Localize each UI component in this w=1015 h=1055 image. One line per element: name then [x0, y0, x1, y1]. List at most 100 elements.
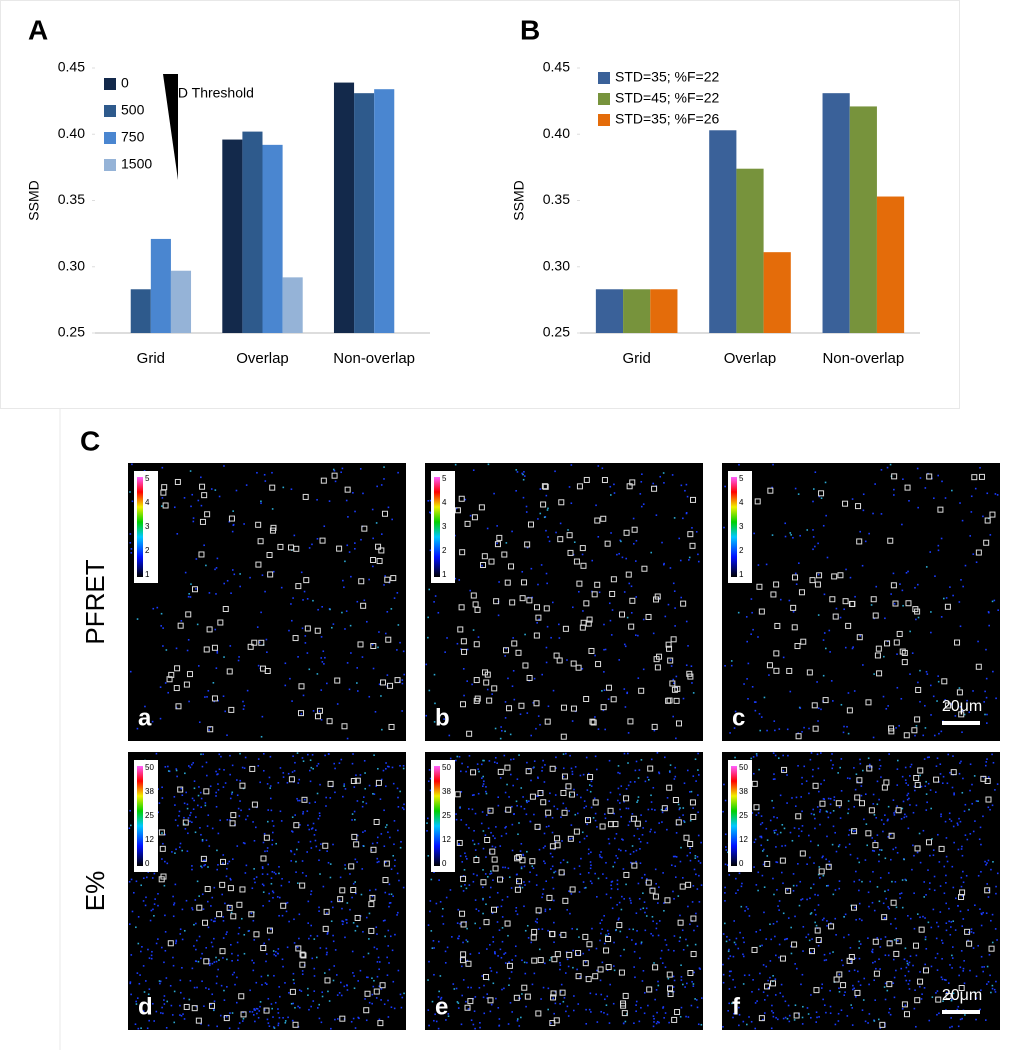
roi-box [465, 960, 472, 967]
image-speck [571, 720, 574, 722]
image-speck [313, 834, 316, 836]
image-speck [941, 480, 943, 483]
roi-box [368, 901, 375, 908]
roi-box [370, 557, 377, 564]
image-speck [481, 811, 484, 813]
image-speck [545, 572, 548, 575]
image-speck [641, 473, 643, 476]
image-speck [472, 873, 475, 875]
image-speck [697, 769, 699, 771]
image-speck [507, 934, 509, 937]
image-speck [394, 933, 396, 936]
image-speck [482, 759, 484, 762]
image-speck [499, 845, 502, 847]
image-speck [319, 814, 321, 817]
image-speck [515, 800, 518, 803]
image-speck [546, 509, 549, 511]
roi-box [220, 858, 227, 865]
image-speck [808, 939, 811, 942]
image-speck [570, 502, 573, 505]
image-speck [181, 966, 183, 969]
image-speck [310, 828, 313, 830]
image-speck [979, 466, 981, 469]
legend-swatch [598, 72, 610, 84]
image-speck [396, 592, 399, 594]
image-speck [986, 713, 988, 716]
roi-box [623, 795, 630, 802]
image-speck [915, 1025, 917, 1028]
roi-box [837, 572, 844, 579]
image-speck [664, 808, 667, 811]
image-speck [516, 804, 518, 807]
image-speck [324, 754, 326, 757]
image-speck [682, 877, 684, 879]
image-speck [631, 845, 634, 847]
roi-box [770, 980, 777, 987]
image-speck [239, 752, 241, 755]
image-speck [461, 965, 463, 968]
roi-box [661, 805, 668, 812]
image-speck [428, 1024, 430, 1027]
image-speck [306, 810, 309, 812]
roi-box [575, 973, 582, 980]
image-speck [362, 845, 365, 847]
image-speck [608, 842, 611, 845]
image-speck [566, 909, 569, 911]
image-speck [801, 730, 803, 733]
image-speck [456, 642, 459, 645]
roi-box [612, 821, 619, 828]
image-speck [215, 667, 218, 669]
roi-box [580, 619, 587, 626]
image-speck [142, 1010, 145, 1012]
roi-box [540, 501, 547, 508]
image-speck [453, 988, 456, 990]
image-speck [977, 640, 979, 643]
roi-box [798, 589, 805, 596]
image-speck [291, 1019, 294, 1022]
image-speck [673, 517, 676, 519]
roi-box [690, 915, 697, 922]
image-speck [679, 914, 681, 917]
image-speck [214, 628, 217, 631]
image-speck [833, 796, 836, 798]
image-speck [545, 529, 547, 532]
image-speck [772, 923, 775, 925]
image-speck [354, 510, 356, 513]
roi-box [607, 807, 614, 814]
image-speck [239, 800, 241, 802]
image-speck [682, 814, 684, 816]
image-speck [384, 919, 386, 922]
image-speck [574, 766, 577, 768]
image-speck [183, 929, 186, 932]
image-speck [550, 636, 552, 639]
image-speck [919, 971, 921, 973]
image-speck [936, 700, 938, 702]
image-speck [194, 899, 197, 901]
image-speck [380, 999, 382, 1001]
image-speck [229, 906, 231, 908]
image-speck [650, 551, 653, 554]
image-speck [697, 794, 699, 796]
image-speck [179, 991, 182, 994]
y-tick-label: 0.25 [543, 324, 570, 340]
image-speck [253, 878, 256, 880]
roi-box [204, 886, 211, 893]
image-speck [594, 819, 597, 822]
image-speck [129, 542, 132, 544]
image-speck [435, 902, 438, 905]
image-speck [275, 950, 277, 953]
image-speck [307, 994, 309, 996]
image-speck [817, 844, 820, 847]
image-speck [354, 929, 357, 932]
image-speck [794, 805, 797, 807]
image-speck [173, 903, 175, 906]
image-speck [986, 862, 988, 864]
image-speck [757, 812, 760, 814]
roi-box [816, 572, 823, 579]
image-speck [330, 920, 333, 923]
roi-box [383, 860, 390, 867]
image-speck [329, 608, 331, 611]
image-speck [183, 802, 186, 805]
roi-box [901, 659, 908, 666]
image-speck [817, 944, 820, 947]
